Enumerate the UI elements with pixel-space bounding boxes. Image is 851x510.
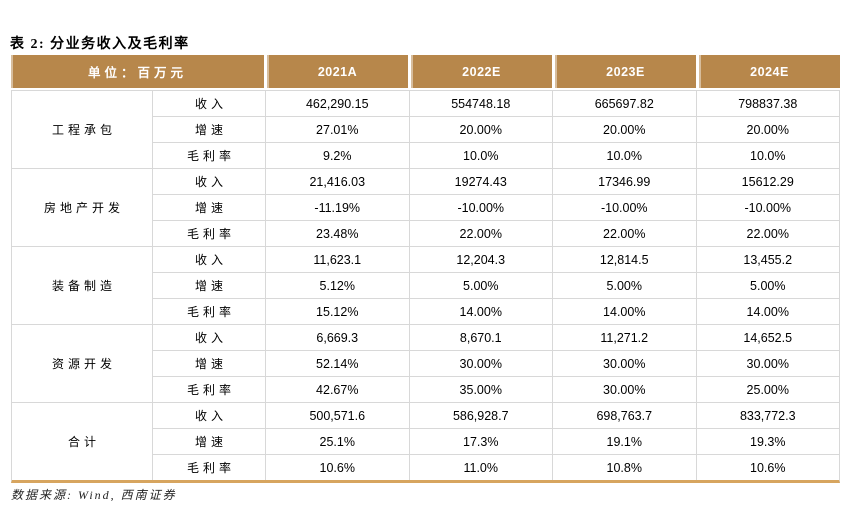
value-cell: 14,652.5	[696, 325, 839, 350]
metric-label-cell: 毛利率	[153, 377, 265, 402]
value-cell: 23.48%	[266, 221, 409, 246]
segment-name-cell: 房地产开发	[12, 169, 152, 246]
header-year-2024E: 2024E	[699, 55, 840, 88]
segment-name-cell: 装备制造	[12, 247, 152, 324]
value-cell: 14.00%	[409, 299, 552, 324]
metric-label-cell: 收入	[153, 325, 265, 350]
value-cell: 19.3%	[696, 429, 839, 454]
data-source-note: 数据来源: Wind, 西南证券	[11, 488, 177, 502]
value-cell: -10.00%	[696, 195, 839, 220]
value-cell: 665697.82	[553, 91, 696, 116]
value-cell: 10.0%	[553, 143, 696, 168]
value-cell: 19274.43	[409, 169, 552, 194]
value-cell: 17346.99	[553, 169, 696, 194]
metric-label-cell: 毛利率	[153, 299, 265, 324]
value-cell: 10.0%	[696, 143, 839, 168]
value-cell: 10.8%	[553, 455, 696, 480]
value-cell: 30.00%	[696, 351, 839, 376]
metric-label-cell: 增速	[153, 117, 265, 142]
value-cell: 25.00%	[696, 377, 839, 402]
value-cell: 42.67%	[266, 377, 409, 402]
metric-label-cell: 收入	[153, 247, 265, 272]
segment-name-cell: 工程承包	[12, 91, 152, 168]
value-cell: 30.00%	[409, 351, 552, 376]
value-cell: -10.00%	[553, 195, 696, 220]
header-year-2021A: 2021A	[267, 55, 408, 88]
metric-label-cell: 收入	[153, 169, 265, 194]
value-cell: 5.00%	[553, 273, 696, 298]
value-cell: 11.0%	[409, 455, 552, 480]
value-cell: 10.6%	[266, 455, 409, 480]
value-cell: 11,271.2	[553, 325, 696, 350]
value-cell: 5.00%	[409, 273, 552, 298]
metric-label-cell: 增速	[153, 195, 265, 220]
value-cell: 21,416.03	[266, 169, 409, 194]
value-cell: 20.00%	[696, 117, 839, 142]
value-cell: 20.00%	[553, 117, 696, 142]
value-cell: 10.0%	[409, 143, 552, 168]
value-cell: 25.1%	[266, 429, 409, 454]
value-cell: 586,928.7	[409, 403, 552, 428]
value-cell: 30.00%	[553, 377, 696, 402]
value-cell: 19.1%	[553, 429, 696, 454]
segment-name-cell: 资源开发	[12, 325, 152, 402]
value-cell: 13,455.2	[696, 247, 839, 272]
metric-label-cell: 毛利率	[153, 143, 265, 168]
value-cell: 15612.29	[696, 169, 839, 194]
table-header-row: 单位：百万元 2021A 2022E 2023E 2024E	[11, 55, 840, 88]
value-cell: 9.2%	[266, 143, 409, 168]
value-cell: 5.12%	[266, 273, 409, 298]
value-cell: 12,814.5	[553, 247, 696, 272]
table-title: 表 2: 分业务收入及毛利率	[10, 37, 190, 52]
value-cell: 833,772.3	[696, 403, 839, 428]
value-cell: 798837.38	[696, 91, 839, 116]
value-cell: 22.00%	[409, 221, 552, 246]
table-body: 工程承包 收入 462,290.15 554748.18 665697.82 7…	[11, 90, 840, 483]
value-cell: 22.00%	[696, 221, 839, 246]
value-cell: -10.00%	[409, 195, 552, 220]
value-cell: 17.3%	[409, 429, 552, 454]
metric-label-cell: 增速	[153, 429, 265, 454]
header-unit-cell: 单位：百万元	[11, 55, 264, 88]
value-cell: 27.01%	[266, 117, 409, 142]
metric-label-cell: 收入	[153, 91, 265, 116]
value-cell: 698,763.7	[553, 403, 696, 428]
value-cell: -11.19%	[266, 195, 409, 220]
value-cell: 15.12%	[266, 299, 409, 324]
metric-label-cell: 增速	[153, 351, 265, 376]
header-year-2023E: 2023E	[555, 55, 696, 88]
value-cell: 554748.18	[409, 91, 552, 116]
value-cell: 8,670.1	[409, 325, 552, 350]
value-cell: 14.00%	[696, 299, 839, 324]
value-cell: 500,571.6	[266, 403, 409, 428]
value-cell: 35.00%	[409, 377, 552, 402]
metric-label-cell: 毛利率	[153, 221, 265, 246]
value-cell: 22.00%	[553, 221, 696, 246]
header-year-2022E: 2022E	[411, 55, 552, 88]
value-cell: 30.00%	[553, 351, 696, 376]
value-cell: 52.14%	[266, 351, 409, 376]
metric-label-cell: 收入	[153, 403, 265, 428]
value-cell: 6,669.3	[266, 325, 409, 350]
value-cell: 14.00%	[553, 299, 696, 324]
segment-name-cell: 合计	[12, 403, 152, 480]
value-cell: 12,204.3	[409, 247, 552, 272]
value-cell: 462,290.15	[266, 91, 409, 116]
value-cell: 5.00%	[696, 273, 839, 298]
segment-revenue-table: 单位：百万元 2021A 2022E 2023E 2024E 工程承包 收入 4…	[11, 55, 840, 483]
value-cell: 20.00%	[409, 117, 552, 142]
value-cell: 10.6%	[696, 455, 839, 480]
metric-label-cell: 毛利率	[153, 455, 265, 480]
metric-label-cell: 增速	[153, 273, 265, 298]
value-cell: 11,623.1	[266, 247, 409, 272]
